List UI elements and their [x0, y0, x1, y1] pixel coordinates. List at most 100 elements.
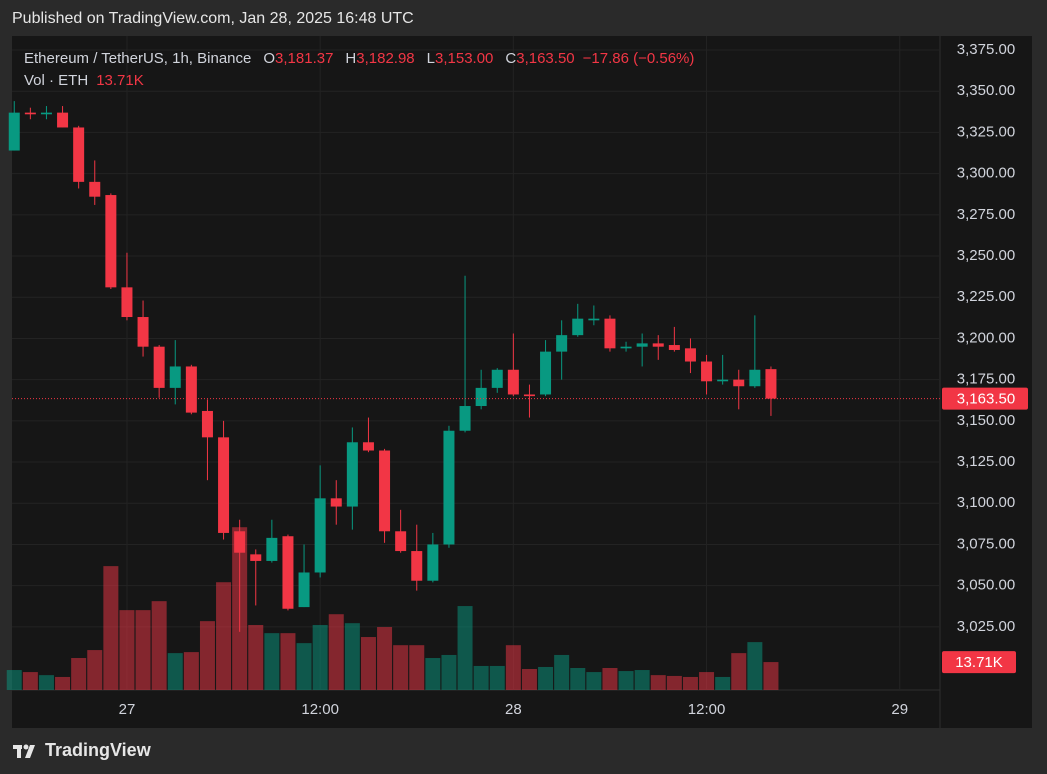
volume-bar: [216, 582, 232, 690]
y-tick-label: 3,025.00: [957, 618, 1015, 635]
volume-bar: [618, 671, 634, 690]
volume-bar: [731, 653, 747, 690]
candle-body: [89, 181, 101, 197]
candle-body: [40, 112, 52, 115]
candle-body: [701, 361, 713, 382]
candle-body: [523, 394, 535, 397]
y-tick-label: 3,375.00: [957, 41, 1015, 58]
volume-bar: [441, 654, 457, 690]
volume-bar: [248, 625, 264, 690]
volume-bar: [634, 670, 650, 690]
volume-bar: [457, 606, 473, 690]
candle-body: [121, 287, 133, 318]
candle-body: [218, 437, 230, 533]
candle-body: [604, 318, 616, 349]
candle-body: [282, 536, 294, 609]
ohlc-key: O: [263, 49, 276, 67]
volume-bar: [264, 633, 280, 690]
volume-bar: [103, 566, 119, 690]
symbol-title: Ethereum / TetherUS, 1h, Binance: [24, 49, 252, 67]
ohlc-value: 3,153.00: [435, 49, 494, 67]
volume-bar: [538, 666, 554, 690]
volume-bar: [6, 670, 22, 690]
candle-body: [346, 442, 358, 507]
candle-body: [411, 551, 423, 581]
candle-body: [717, 379, 729, 382]
candle-body: [507, 369, 519, 395]
last-price-label: 3,163.50: [957, 391, 1015, 408]
candle-body: [250, 554, 262, 561]
volume-bar: [425, 658, 441, 690]
brand: TradingView: [45, 740, 151, 760]
candle-body: [105, 195, 117, 288]
candle-body: [8, 112, 20, 151]
candle-body: [362, 442, 374, 451]
volume-bar: [280, 633, 296, 690]
candle-body: [395, 531, 407, 552]
volume-bar: [55, 676, 71, 690]
candle-body: [620, 346, 632, 349]
logo-part: [23, 744, 29, 750]
ohlc: O 3,181.37 H 3,182.98 L 3,153.00 C 3,163.50: [251, 50, 574, 67]
volume-bar: [747, 642, 763, 690]
volume-pane: [6, 527, 779, 690]
y-tick-label: 3,200.00: [957, 329, 1015, 346]
volume-bar: [715, 676, 731, 690]
volume-title: Vol · ETH: [24, 71, 89, 89]
volume-bar: [666, 675, 682, 690]
volume-bar: [505, 645, 521, 690]
volume-bar: [151, 601, 167, 690]
logo-part: [25, 745, 35, 758]
candle-body: [540, 351, 552, 395]
volume-bar: [296, 643, 312, 690]
logo-part: [17, 745, 21, 758]
volume-label-box: [942, 651, 1016, 674]
volume-bar: [183, 652, 199, 690]
ohlc-key: H: [345, 49, 357, 67]
candle-body: [298, 572, 310, 608]
volume-bar: [682, 676, 698, 690]
ohlc-value: 3,163.50: [516, 49, 575, 67]
candle-body: [491, 369, 503, 388]
candle-body: [749, 369, 761, 387]
volume-bar: [393, 645, 409, 690]
candle-body: [169, 366, 181, 388]
candle-body: [427, 544, 439, 581]
y-tick-label: 3,350.00: [957, 82, 1015, 99]
legend: Ethereum / TetherUS, 1h, Binance O 3,181.…: [24, 47, 694, 91]
candle-body: [733, 379, 745, 387]
volume-bar: [570, 667, 586, 690]
ohlc-value: 3,181.37: [275, 49, 334, 67]
x-tick-label: 29: [891, 701, 908, 718]
candle-body: [668, 345, 680, 350]
volume-bar: [360, 637, 376, 690]
volume-bar: [87, 650, 103, 690]
y-tick-label: 3,250.00: [957, 247, 1015, 264]
volume-bar: [135, 610, 151, 690]
volume-axis-label: 13.71K: [955, 654, 1003, 671]
candle-body: [379, 450, 391, 532]
y-tick-label: 3,175.00: [957, 371, 1015, 388]
y-tick-label: 3,225.00: [957, 288, 1015, 305]
candle-body: [330, 498, 342, 507]
change: −17.86 (−0.56%): [582, 49, 695, 67]
volume-bar: [22, 672, 38, 690]
legend-row: Vol · ETH 13.71K: [24, 69, 694, 91]
candle-body: [201, 410, 213, 438]
y-tick-label: 3,050.00: [957, 577, 1015, 594]
candle-body: [588, 318, 600, 321]
volume-bar: [199, 621, 215, 690]
volume-bar: [71, 658, 87, 690]
y-tick-label: 3,150.00: [957, 412, 1015, 429]
volume-bar: [763, 662, 779, 690]
axes: 3,025.00 3,050.00 3,075.00 3,100.00 3,125.00…: [12, 41, 1028, 718]
volume-bar: [312, 625, 328, 690]
volume-bar: [328, 614, 344, 690]
volume-bar: [119, 610, 135, 690]
candle-body: [57, 112, 69, 128]
x-tick-label: 27: [119, 701, 136, 718]
ohlc-key: C: [505, 49, 517, 67]
candle-body: [24, 112, 36, 115]
